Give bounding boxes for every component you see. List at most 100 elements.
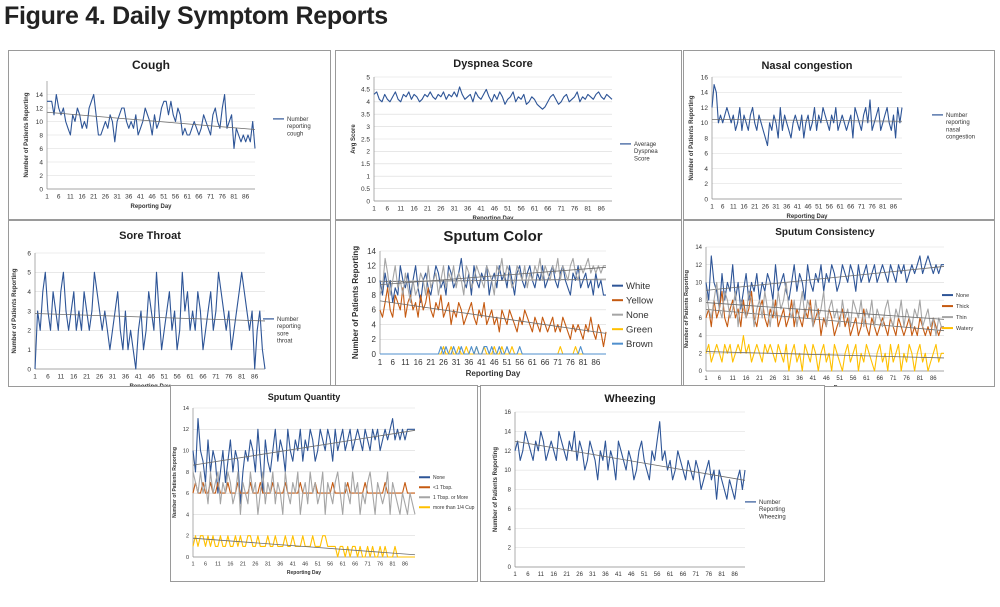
- y-tick-label: 6: [27, 250, 31, 257]
- x-tick-label: 51: [641, 572, 648, 578]
- x-tick-label: 11: [730, 204, 737, 211]
- y-tick-label: 2: [508, 546, 512, 552]
- x-tick-label: 81: [230, 194, 238, 201]
- x-tick-label: 21: [426, 358, 435, 367]
- x-tick-label: 36: [125, 194, 133, 201]
- chart-title: Sputum Consistency: [775, 227, 875, 238]
- x-tick-label: 26: [252, 562, 258, 568]
- x-tick-label: 1: [378, 358, 383, 367]
- x-tick-label: 66: [195, 194, 203, 201]
- x-tick-label: 1: [372, 206, 376, 213]
- y-tick-label: 4: [508, 526, 512, 532]
- x-tick-label: 36: [602, 572, 609, 578]
- y-tick-label: 16: [504, 410, 511, 416]
- x-tick-label: 66: [352, 562, 358, 568]
- legend-label-thin: Thin: [956, 315, 967, 321]
- x-tick-label: 51: [815, 204, 823, 211]
- x-tick-label: 6: [721, 204, 725, 211]
- x-tick-label: 11: [397, 206, 404, 213]
- x-tick-label: 26: [96, 374, 104, 381]
- x-tick-label: 21: [90, 194, 98, 201]
- y-tick-label: 4: [372, 320, 377, 329]
- x-tick-label: 36: [277, 562, 283, 568]
- y-tick-label: 2: [39, 173, 43, 180]
- x-tick-label: 46: [491, 206, 499, 213]
- y-tick-label: 4: [27, 289, 31, 296]
- trendline-none: [192, 429, 416, 466]
- legend-label-average-dyspnea-score: Average Dyspnea Score: [634, 142, 658, 162]
- x-tick-label: 61: [186, 374, 194, 381]
- y-axis-label: Number of Patients Reporting: [24, 92, 30, 177]
- y-tick-label: 1: [27, 347, 31, 354]
- legend-label-white: White: [626, 281, 650, 292]
- y-tick-label: 2: [372, 335, 377, 344]
- x-tick-label: 41: [810, 376, 817, 382]
- y-tick-label: 14: [36, 92, 44, 99]
- legend-label-number-reporting-sore-throat: Number reporting sore throat: [277, 317, 301, 345]
- x-tick-label: 51: [504, 206, 512, 213]
- x-tick-label: 26: [437, 206, 445, 213]
- y-tick-label: 6: [39, 146, 43, 153]
- series-line-number-reporting-cough: [47, 93, 256, 150]
- x-tick-label: 11: [538, 572, 545, 578]
- x-tick-label: 16: [410, 206, 418, 213]
- y-tick-label: 2: [704, 181, 708, 188]
- y-axis-label: Number of Patients Reporting: [351, 246, 360, 359]
- y-tick-label: 4: [366, 99, 370, 106]
- x-tick-label: 76: [566, 358, 575, 367]
- y-tick-label: 2: [366, 149, 370, 156]
- x-tick-label: 76: [225, 374, 233, 381]
- x-tick-label: 46: [804, 204, 812, 211]
- y-tick-label: 0: [39, 186, 43, 193]
- x-tick-label: 76: [903, 376, 910, 382]
- x-tick-label: 6: [526, 572, 530, 578]
- y-axis-label: Number of Patients Reporting: [12, 268, 18, 353]
- series-line-none: [705, 255, 944, 310]
- x-tick-label: 16: [740, 204, 748, 211]
- y-tick-label: 1.5: [361, 161, 370, 168]
- y-tick-label: 14: [695, 245, 702, 251]
- x-tick-label: 36: [783, 204, 791, 211]
- chart-panel-nasal: Nasal congestion 0 2 4 6 8 10 12 14 16 1 6 11 16 21 26 3…: [683, 50, 995, 220]
- y-tick-label: 8: [372, 291, 377, 300]
- x-tick-label: 61: [667, 572, 674, 578]
- legend-label-none: None: [956, 293, 969, 299]
- x-tick-label: 56: [174, 374, 182, 381]
- x-tick-label: 61: [531, 206, 539, 213]
- x-tick-label: 51: [161, 374, 169, 381]
- y-tick-label: 14: [367, 247, 376, 256]
- x-tick-label: 36: [796, 376, 803, 382]
- figure-title: Figure 4. Daily Symptom Reports: [4, 2, 388, 30]
- x-tick-label: 1: [45, 194, 49, 201]
- y-tick-label: 12: [701, 105, 709, 112]
- y-tick-label: 0: [27, 366, 31, 373]
- x-tick-label: 16: [743, 376, 750, 382]
- chart-title: Dyspnea Score: [453, 58, 532, 70]
- x-axis-label: Reporting Day: [806, 385, 845, 386]
- y-tick-label: 0: [699, 369, 703, 375]
- x-tick-label: 76: [377, 562, 383, 568]
- legend-label-1-tbsp: <1 Tbsp.: [433, 485, 453, 491]
- y-tick-label: 4: [186, 512, 189, 518]
- trendline-number-reporting-cough: [46, 111, 256, 130]
- x-tick-label: 26: [102, 194, 110, 201]
- legend-label-1-tbsp-or-more: 1 Tbsp. or More: [433, 495, 468, 501]
- x-tick-label: 46: [490, 358, 499, 367]
- x-tick-label: 6: [46, 374, 50, 381]
- x-tick-label: 11: [67, 194, 74, 201]
- x-tick-label: 41: [477, 358, 486, 367]
- y-tick-label: 8: [508, 488, 512, 494]
- x-tick-label: 16: [78, 194, 86, 201]
- x-tick-label: 56: [850, 376, 857, 382]
- x-tick-label: 76: [571, 206, 579, 213]
- y-tick-label: 6: [372, 306, 377, 315]
- y-tick-label: 12: [36, 105, 44, 112]
- y-tick-label: 10: [695, 281, 702, 287]
- chart-panel-dyspnea: Dyspnea Score 0 0.5 1 1.5 2 2.5 3 3.5 4 4.5 5 1 6 11 16…: [335, 50, 682, 220]
- x-tick-label: 41: [477, 206, 485, 213]
- x-tick-label: 86: [890, 204, 898, 211]
- x-tick-label: 21: [751, 204, 759, 211]
- chart-title: Sputum Color: [443, 228, 542, 245]
- x-tick-label: 61: [836, 204, 844, 211]
